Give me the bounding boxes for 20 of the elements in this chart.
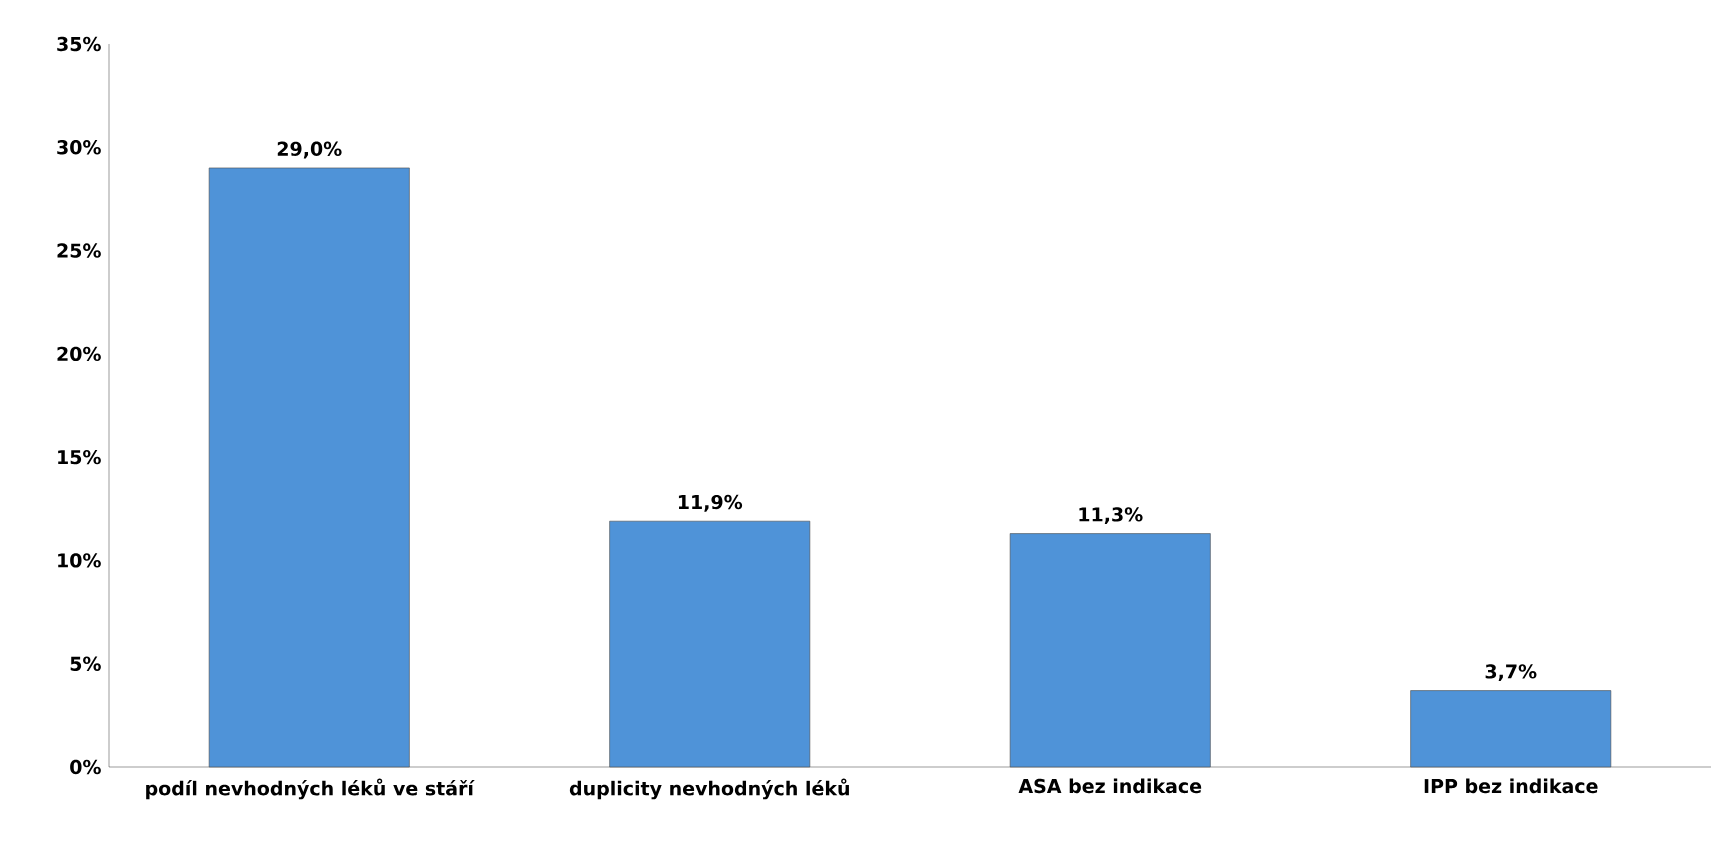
x-tick-label: duplicity nevhodných léků xyxy=(569,778,849,800)
x-tick-label: podíl nevhodných léků ve stáří xyxy=(146,778,475,800)
y-tick-label: 15% xyxy=(58,449,101,465)
y-tick-label: 20% xyxy=(57,346,101,362)
y-tick-label: 35% xyxy=(57,36,101,52)
x-tick-label: IPP bez indikace xyxy=(1424,778,1598,794)
data-label: 11,9% xyxy=(678,494,743,512)
bar xyxy=(1009,533,1211,768)
bar xyxy=(1410,690,1612,768)
data-label: 29,0% xyxy=(277,141,342,159)
y-tick-label: 25% xyxy=(57,243,101,258)
data-label: 11,3% xyxy=(1079,507,1143,525)
bar xyxy=(609,520,811,768)
y-tick-label: 0% xyxy=(70,759,101,775)
data-label: 3,7% xyxy=(1485,664,1537,682)
x-tick-label: ASA bez indikace xyxy=(1018,778,1202,794)
bar xyxy=(208,167,410,768)
y-tick-label: 30% xyxy=(57,140,101,155)
y-tick-label: 5% xyxy=(70,656,101,671)
y-tick-label: 10% xyxy=(58,553,101,568)
